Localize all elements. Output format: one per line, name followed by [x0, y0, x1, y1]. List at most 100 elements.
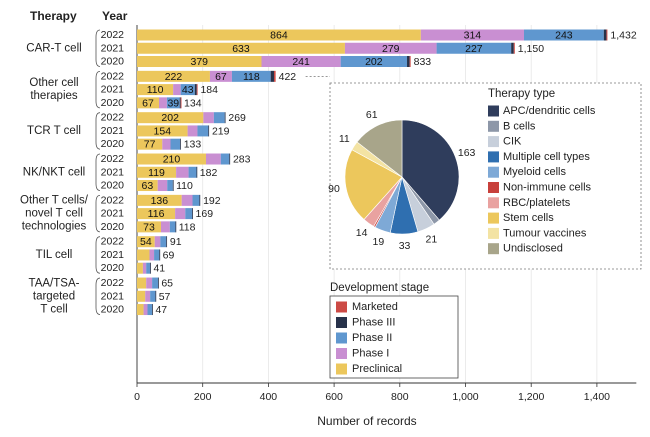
- year-label: 2020: [101, 56, 125, 68]
- bar-segment: [137, 262, 143, 274]
- bar-segment: [197, 125, 209, 137]
- year-label: 2020: [101, 304, 125, 316]
- year-label: 2020: [101, 138, 125, 150]
- group-bracket: [95, 236, 101, 274]
- bar-segment: [231, 70, 271, 82]
- pie-legend-swatch: [488, 120, 499, 132]
- bar-segment: [209, 70, 232, 82]
- year-label: 2022: [101, 29, 125, 41]
- pie-legend-label: B cells: [503, 120, 536, 132]
- bar-segment: [137, 138, 163, 150]
- pie-legend-swatch: [488, 105, 499, 117]
- group-label: T cell: [40, 303, 67, 315]
- bar-segment: [513, 42, 515, 54]
- bar-segment: [137, 97, 160, 109]
- bar-segment: [179, 97, 181, 109]
- stage-legend-title: Development stage: [330, 282, 429, 294]
- pie-slice-label: 163: [458, 147, 476, 159]
- year-label: 2021: [101, 42, 125, 54]
- year-label: 2022: [101, 277, 125, 289]
- bar-segment-label: 202: [161, 112, 179, 124]
- bar-segment: [213, 112, 225, 124]
- group-label: targeted: [33, 290, 75, 302]
- year-label: 2020: [101, 97, 125, 109]
- pie-legend-swatch: [488, 227, 499, 239]
- pie-legend-swatch: [488, 243, 499, 255]
- x-tick-label: 1,000: [452, 391, 478, 403]
- group-label: NK/NKT cell: [23, 166, 85, 178]
- x-tick-label: 0: [134, 391, 140, 403]
- bar-segment: [137, 290, 146, 302]
- group-label: therapies: [30, 90, 78, 102]
- bar-segment: [159, 97, 167, 109]
- pie-legend-label: APC/dendritic cells: [503, 105, 596, 117]
- pie-slice-label: 33: [399, 240, 411, 252]
- group-bracket: [95, 70, 101, 109]
- bar-segment: [160, 236, 167, 248]
- pie-legend-label: Non-immune cells: [503, 182, 592, 194]
- bar-segment: [172, 180, 174, 192]
- year-label: 2021: [101, 166, 125, 178]
- bar-total-label: 134: [184, 97, 202, 109]
- stage-legend-label: Phase I: [352, 348, 389, 360]
- bar-segment: [137, 153, 206, 165]
- bar-segment: [137, 194, 182, 206]
- bar-total-label: 283: [233, 154, 251, 166]
- pie-legend-label: RBC/platelets: [503, 197, 571, 209]
- year-label: 2022: [101, 70, 125, 82]
- bar-segment: [407, 56, 410, 67]
- bar-segment: [188, 166, 197, 178]
- bar-total-label: 118: [179, 221, 196, 233]
- bar-segment: [137, 29, 421, 41]
- pie-legend-label: Undisclosed: [503, 243, 563, 255]
- group-label: TAA/TSA-: [29, 277, 80, 289]
- bar-segment-label: 222: [165, 71, 183, 83]
- bar-segment: [157, 180, 168, 192]
- stage-legend-label: Phase III: [352, 317, 395, 329]
- group-label: novel T cell: [25, 208, 83, 220]
- bar-total-label: 219: [212, 125, 230, 137]
- pie-legend-swatch: [488, 151, 499, 163]
- group-bracket: [95, 194, 101, 233]
- pie-legend-swatch: [488, 212, 499, 224]
- x-axis-label: Number of records: [317, 414, 416, 428]
- bar-segment: [137, 277, 147, 289]
- x-tick-label: 1,400: [584, 391, 610, 403]
- bar-segment: [146, 277, 153, 289]
- x-tick-label: 400: [260, 391, 278, 403]
- bar-segment: [175, 208, 186, 220]
- bar-segment: [170, 138, 181, 150]
- bar-segment-label: 227: [465, 43, 483, 55]
- bar-segment: [162, 138, 171, 150]
- year-label: 2022: [101, 194, 125, 206]
- bar-segment: [155, 290, 157, 302]
- bar-segment: [160, 221, 170, 233]
- x-tick-label: 1,200: [518, 391, 544, 403]
- x-tick-label: 200: [194, 391, 212, 403]
- bar-segment: [194, 84, 197, 96]
- bar-total-label: 184: [200, 84, 218, 96]
- pie-slice: [344, 149, 403, 220]
- bar-segment-label: 67: [215, 71, 227, 83]
- bar-segment: [137, 208, 176, 220]
- header-year: Year: [102, 9, 128, 23]
- bar-total-label: 182: [200, 167, 218, 179]
- bar-segment-label: 119: [148, 167, 165, 179]
- bar-segment: [436, 42, 512, 54]
- group-bracket: [95, 29, 101, 67]
- pie-legend-label: CIK: [503, 136, 522, 148]
- bar-segment: [606, 29, 608, 41]
- bar-total-label: 1,432: [610, 30, 636, 42]
- pie-slice: [401, 119, 460, 221]
- bar-segment-label: 864: [270, 30, 288, 42]
- bar-segment: [420, 29, 524, 41]
- bar-segment-label: 314: [464, 30, 482, 42]
- bar-segment: [158, 277, 159, 289]
- year-label: 2022: [101, 112, 125, 124]
- bar-segment: [137, 56, 262, 67]
- group-bracket: [95, 153, 101, 191]
- year-label: 2021: [101, 84, 125, 96]
- bar-segment: [229, 153, 231, 165]
- bar-total-label: 1,150: [518, 43, 544, 55]
